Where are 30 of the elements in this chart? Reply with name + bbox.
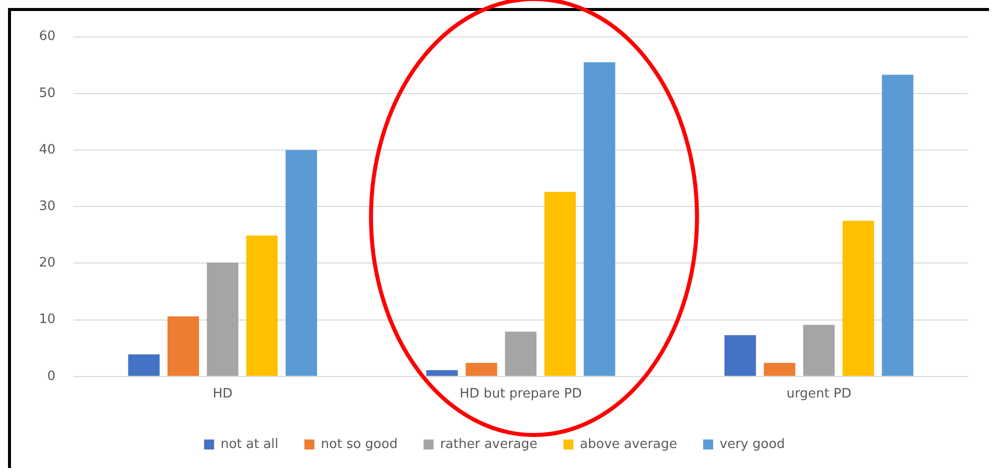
legend-label: rather average bbox=[440, 436, 538, 452]
x-tick-label: HD bbox=[212, 386, 233, 402]
bar bbox=[803, 324, 835, 376]
y-tick-label: 30 bbox=[38, 198, 56, 214]
bar bbox=[206, 262, 238, 376]
y-tick-label: 10 bbox=[38, 312, 56, 328]
bar bbox=[505, 332, 537, 376]
bar bbox=[426, 370, 458, 376]
y-tick-label: 50 bbox=[38, 86, 56, 101]
bar bbox=[246, 235, 278, 376]
x-tick-label: HD but prepare PD bbox=[460, 386, 582, 402]
bar bbox=[168, 316, 200, 376]
bar bbox=[286, 150, 318, 376]
bar bbox=[764, 362, 796, 376]
bar bbox=[128, 354, 160, 376]
bar bbox=[842, 220, 874, 376]
x-tick-label: urgent PD bbox=[786, 386, 852, 402]
y-tick-label: 20 bbox=[38, 256, 56, 271]
bar bbox=[544, 192, 576, 376]
legend-label: not at all bbox=[220, 436, 278, 452]
y-tick-label: 40 bbox=[38, 142, 56, 158]
bar bbox=[584, 62, 616, 376]
legend-label: very good bbox=[720, 436, 785, 452]
y-tick-label: 60 bbox=[38, 29, 56, 44]
y-tick-label: 0 bbox=[47, 368, 56, 384]
legend-label: not so good bbox=[320, 436, 398, 452]
bar bbox=[466, 362, 498, 376]
bar bbox=[724, 335, 756, 376]
bar bbox=[882, 74, 914, 376]
legend-label: above average bbox=[580, 436, 678, 452]
